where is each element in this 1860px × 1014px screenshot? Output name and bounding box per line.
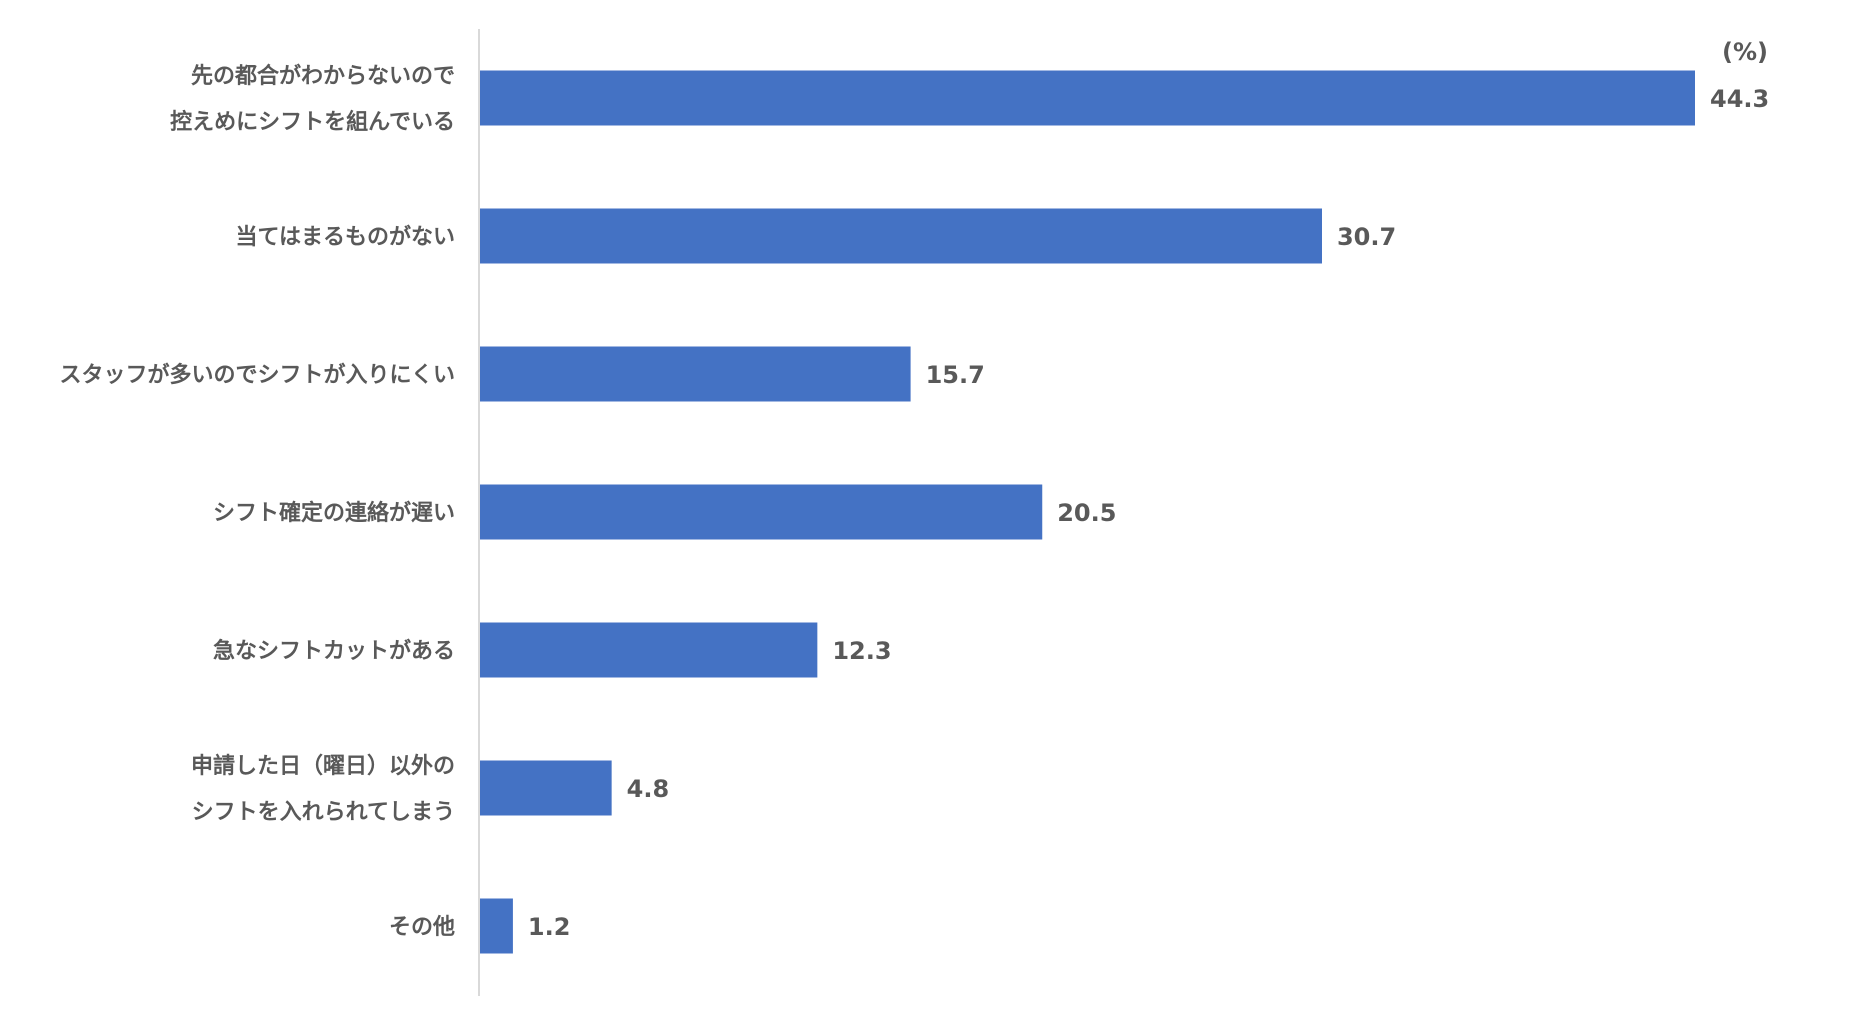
bar xyxy=(480,208,1322,264)
unit-label: (%) xyxy=(1722,38,1768,66)
category-label: 控えめにシフトを組んでいる xyxy=(170,109,455,135)
category-label: スタッフが多いのでシフトが入りにくい xyxy=(59,362,455,388)
data-label: 30.7 xyxy=(1337,223,1396,251)
bar xyxy=(480,898,513,954)
data-label: 20.5 xyxy=(1057,499,1116,527)
bar xyxy=(480,484,1043,540)
bar xyxy=(480,760,612,816)
bar xyxy=(480,70,1695,126)
data-label: 12.3 xyxy=(832,637,891,665)
category-label: その他 xyxy=(389,915,455,940)
bar xyxy=(480,622,818,678)
category-label: 先の都合がわからないので xyxy=(191,63,455,89)
data-label: 15.7 xyxy=(926,361,985,389)
bar xyxy=(480,346,911,402)
category-label: シフト確定の連絡が遅い xyxy=(213,500,455,526)
category-label: 当てはまるものがない xyxy=(235,224,455,250)
data-label: 1.2 xyxy=(528,913,571,941)
category-label: シフトを入れられてしまう xyxy=(192,800,455,825)
data-label: 44.3 xyxy=(1710,85,1769,113)
category-label: 申請した日（曜日）以外の xyxy=(191,753,455,779)
data-label: 4.8 xyxy=(627,775,670,803)
category-label: 急なシフトカットがある xyxy=(213,638,455,664)
